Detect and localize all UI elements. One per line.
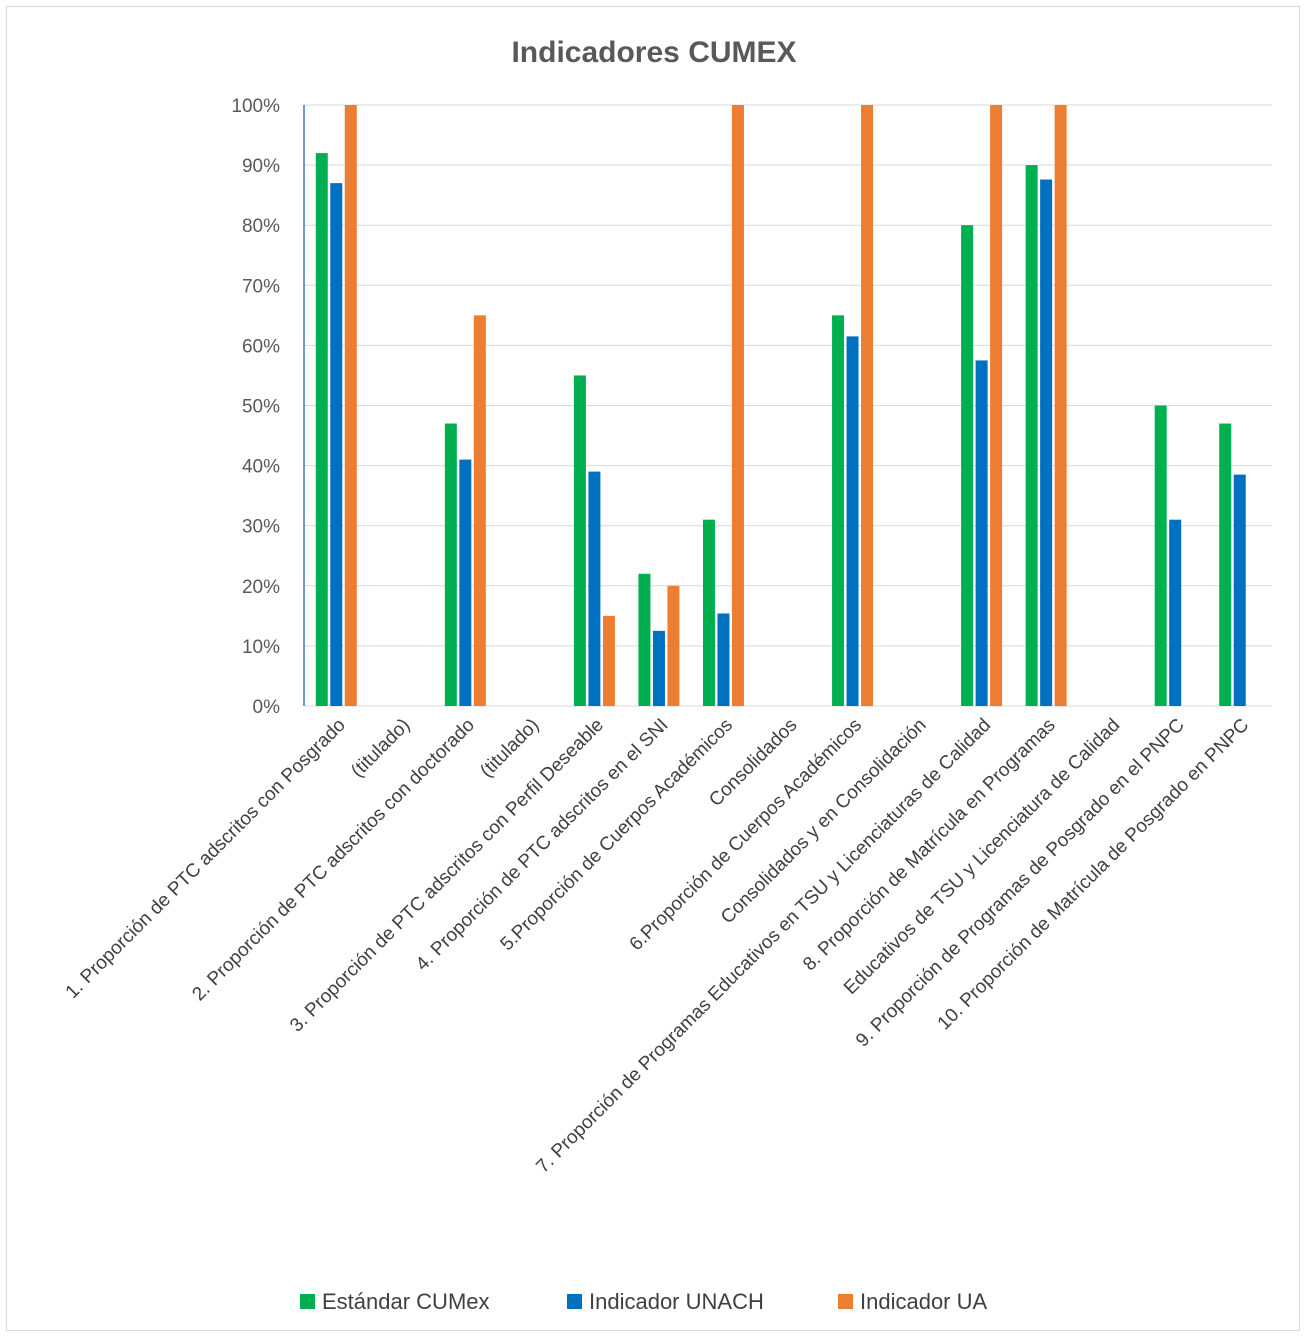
category-labels: 1. Proporción de PTC adscritos con Posgr… xyxy=(62,715,1254,1178)
y-tick-label: 10% xyxy=(242,637,280,658)
y-tick-label: 90% xyxy=(242,156,280,177)
bar xyxy=(1169,519,1182,706)
y-tick-label: 80% xyxy=(242,216,280,237)
bar xyxy=(652,630,665,706)
bar xyxy=(459,459,472,706)
bar xyxy=(861,105,874,706)
y-tick-label: 30% xyxy=(242,517,280,538)
bar xyxy=(588,471,601,706)
bar xyxy=(344,105,357,706)
bars xyxy=(315,105,1246,707)
bar xyxy=(638,573,651,706)
bar xyxy=(573,375,586,706)
bar xyxy=(667,585,680,706)
legend-label: Indicador UNACH xyxy=(589,1289,764,1314)
bar xyxy=(1054,105,1067,706)
bar xyxy=(330,183,343,706)
y-axis: 0% 10% 20% 30% 40% 50% 60% 70% 80% 90% 100% xyxy=(231,96,305,718)
bar xyxy=(1154,405,1167,706)
y-tick-label: 70% xyxy=(242,276,280,297)
bar xyxy=(717,613,730,706)
category-label: (titulado) xyxy=(476,715,543,782)
y-tick-label: 50% xyxy=(242,397,280,418)
category-label: 5.Proporción de Cuerpos Académicos xyxy=(497,715,737,955)
bar xyxy=(1025,165,1038,707)
legend-swatch xyxy=(300,1294,315,1309)
category-label: 3. Proporción de PTC adscritos con Perfi… xyxy=(286,715,608,1037)
legend-label: Estándar CUMex xyxy=(322,1289,490,1314)
category-label: 1. Proporción de PTC adscritos con Posgr… xyxy=(62,715,350,1003)
bar xyxy=(961,225,974,706)
y-tick-label: 20% xyxy=(242,577,280,598)
y-tick-label: 100% xyxy=(231,96,280,117)
y-tick-label: 0% xyxy=(253,697,281,718)
bar xyxy=(990,105,1003,706)
y-tick-label: 60% xyxy=(242,336,280,357)
bar xyxy=(1233,474,1246,706)
bar xyxy=(846,336,859,706)
bar xyxy=(602,615,615,706)
bar xyxy=(975,360,988,706)
bar xyxy=(702,519,715,706)
legend-label: Indicador UA xyxy=(860,1289,988,1314)
bar xyxy=(731,105,744,706)
bar xyxy=(1040,179,1053,707)
bar xyxy=(1219,423,1232,706)
legend-swatch xyxy=(567,1294,582,1309)
chart-title: Indicadores CUMEX xyxy=(511,36,796,69)
category-label: (titulado) xyxy=(347,715,414,782)
bar xyxy=(444,423,457,706)
bar xyxy=(315,153,328,706)
legend: Estándar CUMex Indicador UNACH Indicador U… xyxy=(300,1289,988,1314)
bar xyxy=(832,315,845,706)
y-tick-label: 40% xyxy=(242,457,280,478)
category-label: 6.Proporción de Cuerpos Académicos xyxy=(626,715,866,955)
legend-swatch xyxy=(838,1294,853,1309)
bar xyxy=(473,315,486,706)
category-label: 10. Proporción de Matrícula de Posgrado … xyxy=(934,715,1254,1035)
